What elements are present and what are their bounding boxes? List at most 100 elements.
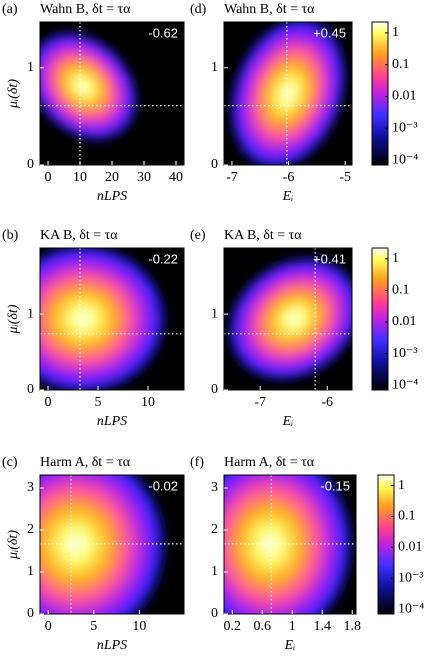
y-tick-label: 1 xyxy=(27,60,34,75)
y-label: μᵢ(δt) xyxy=(6,304,21,334)
x-tick-label: 10 xyxy=(141,395,155,410)
colorbar-tick-label: 10⁻³ xyxy=(398,571,424,586)
density xyxy=(40,29,140,143)
heatmap xyxy=(224,475,356,614)
density xyxy=(225,254,352,384)
panel-label: (a) xyxy=(2,2,18,17)
x-tick-label: 0 xyxy=(45,619,52,634)
panel-title: KA B, δt = τα xyxy=(40,228,118,243)
frame xyxy=(39,247,185,391)
annotation: -0.15 xyxy=(320,478,350,493)
x-tick-label: 30 xyxy=(137,170,151,185)
x-label: Eᵢ xyxy=(282,414,294,429)
density xyxy=(227,22,349,165)
colorbar-tick-label: 10⁻⁴ xyxy=(392,377,418,392)
colorbar-tick-label: 0.1 xyxy=(392,57,410,72)
density xyxy=(40,248,170,390)
panel-label: (b) xyxy=(2,228,19,243)
panel-label: (e) xyxy=(190,228,206,243)
y-tick-label: 1 xyxy=(27,564,34,579)
y-tick-label: 0 xyxy=(211,157,218,172)
y-tick-label: 1 xyxy=(211,564,218,579)
y-tick-label: 0 xyxy=(27,606,34,621)
colorbar-tick-label: 10⁻³ xyxy=(392,346,418,361)
colorbar-tick-label: 0.01 xyxy=(392,314,417,329)
frame xyxy=(39,474,185,615)
x-tick-label: 1.4 xyxy=(314,619,332,634)
colorbar-tick-label: 0.1 xyxy=(398,509,416,524)
y-tick-label: 0 xyxy=(27,157,34,172)
x-label: Eᵢ xyxy=(284,638,296,653)
y-tick-label: 2 xyxy=(27,522,34,537)
annotation: +0.41 xyxy=(313,251,346,266)
x-label: nLPS xyxy=(97,414,127,429)
panel-title: Harm A, δt = τα xyxy=(40,455,131,470)
panel-label: (f) xyxy=(190,455,204,470)
x-tick-label: 1.8 xyxy=(344,619,362,634)
x-tick-label: 5 xyxy=(90,619,97,634)
annotation: +0.45 xyxy=(313,25,346,40)
x-tick-label: 0.2 xyxy=(224,619,242,634)
annotation: -0.22 xyxy=(148,251,178,266)
panel-label: (c) xyxy=(2,455,18,470)
y-tick-label: 3 xyxy=(211,480,218,495)
x-tick-label: 5 xyxy=(95,395,102,410)
x-label: nLPS xyxy=(97,189,127,204)
colorbar-tick-label: 1 xyxy=(392,25,399,40)
colorbar-tick-label: 1 xyxy=(392,251,399,266)
density xyxy=(40,475,170,614)
x-tick-label: 0.6 xyxy=(254,619,272,634)
panel-title: Wahn B, δt = τα xyxy=(40,2,131,17)
heatmap xyxy=(40,29,140,143)
y-tick-label: 1 xyxy=(211,60,218,75)
heatmap xyxy=(40,248,170,390)
y-label: μᵢ(δt) xyxy=(6,79,21,109)
x-tick-label: -6 xyxy=(283,170,295,185)
x-tick-label: 10 xyxy=(73,170,87,185)
x-tick-label: 1 xyxy=(289,619,296,634)
colorbar-tick-label: 10⁻³ xyxy=(392,120,418,135)
panel-label: (d) xyxy=(190,2,207,17)
colorbar xyxy=(371,21,389,166)
density xyxy=(224,475,356,614)
x-tick-label: 40 xyxy=(169,170,183,185)
x-tick-label: 20 xyxy=(105,170,119,185)
heatmap xyxy=(227,22,349,165)
y-tick-label: 2 xyxy=(211,522,218,537)
colorbar-tick-label: 0.1 xyxy=(392,283,410,298)
x-tick-label: -5 xyxy=(339,170,351,185)
colorbar-tick-label: 10⁻⁴ xyxy=(398,601,424,616)
y-tick-label: 0 xyxy=(211,606,218,621)
colorbar-tick-label: 1 xyxy=(398,478,405,493)
x-tick-label: 10 xyxy=(132,619,146,634)
colorbar-tick-label: 0.01 xyxy=(392,89,417,104)
y-tick-label: 1 xyxy=(27,306,34,321)
heatmap xyxy=(40,475,170,614)
x-tick-label: -7 xyxy=(226,170,238,185)
heatmap xyxy=(225,254,352,384)
x-tick-label: -6 xyxy=(321,395,333,410)
x-tick-label: 0 xyxy=(45,170,52,185)
x-tick-label: 0 xyxy=(45,395,52,410)
panel-title: Harm A, δt = τα xyxy=(224,455,315,470)
y-tick-label: 0 xyxy=(27,382,34,397)
x-tick-label: -7 xyxy=(254,395,266,410)
colorbar-tick-label: 0.01 xyxy=(398,540,423,555)
y-tick-label: 3 xyxy=(27,480,34,495)
y-tick-label: 0 xyxy=(211,382,218,397)
y-tick-label: 1 xyxy=(211,306,218,321)
colorbar xyxy=(377,474,395,615)
annotation: -0.02 xyxy=(148,478,178,493)
x-label: nLPS xyxy=(97,638,127,653)
frame xyxy=(223,474,357,615)
panel-title: KA B, δt = τα xyxy=(224,228,302,243)
x-label: Eᵢ xyxy=(282,189,294,204)
annotation: -0.62 xyxy=(148,25,178,40)
frame xyxy=(223,21,353,166)
frame xyxy=(223,247,353,391)
colorbar xyxy=(371,247,389,391)
y-label: μᵢ(δt) xyxy=(6,530,21,560)
colorbar-tick-label: 10⁻⁴ xyxy=(392,152,418,167)
panel-title: Wahn B, δt = τα xyxy=(224,2,315,17)
